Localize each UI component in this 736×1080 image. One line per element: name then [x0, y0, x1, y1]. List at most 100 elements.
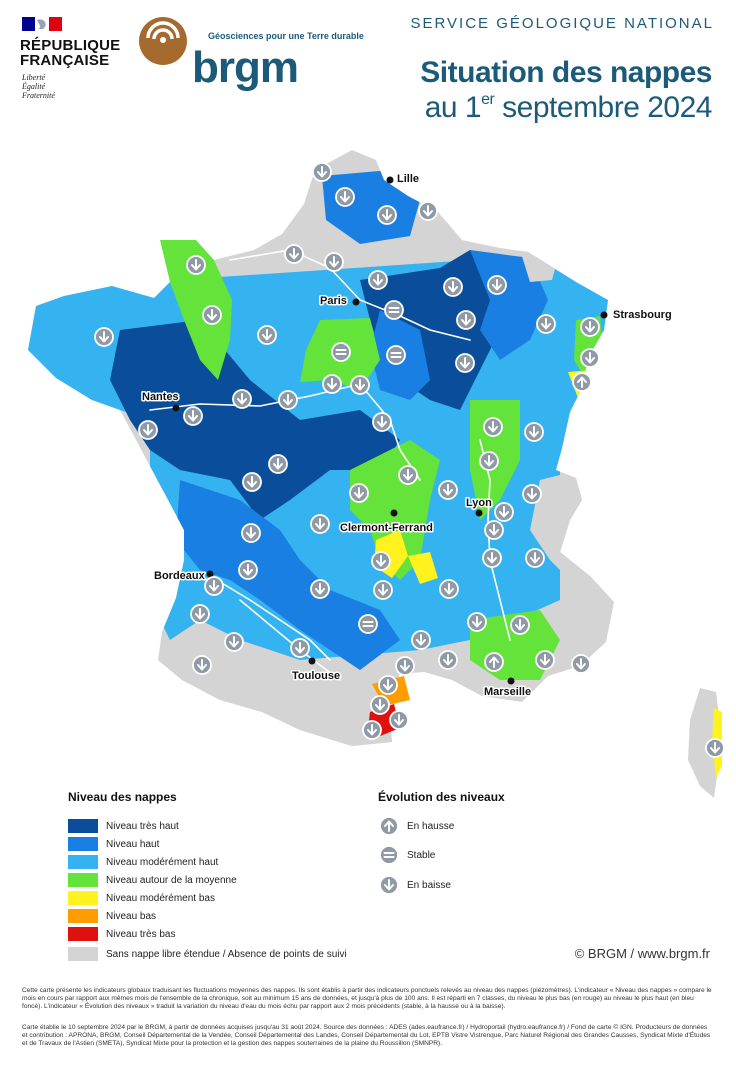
equals-icon [358, 614, 378, 634]
equals-icon [384, 300, 404, 320]
legend-swatch-moderement-haut [68, 855, 98, 869]
down-arrow-icon [312, 162, 332, 182]
subtitle-suffix: septembre 2024 [494, 91, 712, 124]
down-arrow-icon [494, 502, 514, 522]
up-arrow-icon [379, 816, 399, 836]
subtitle-prefix: au 1 [424, 91, 482, 124]
down-arrow-icon [192, 655, 212, 675]
legend-item-moderement-bas: Niveau modérément bas [68, 890, 215, 906]
down-arrow-icon [238, 560, 258, 580]
down-arrow-icon [456, 310, 476, 330]
motto-fraternite: Fraternité [22, 91, 55, 100]
down-arrow-icon [322, 374, 342, 394]
down-arrow-icon [571, 654, 591, 674]
legend-swatch-moderement-bas [68, 891, 98, 905]
down-arrow-icon [310, 514, 330, 534]
down-arrow-icon [522, 484, 542, 504]
down-arrow-icon [378, 675, 398, 695]
service-name: SERVICE GÉOLOGIQUE NATIONAL [410, 15, 714, 32]
city-dots [172, 176, 608, 685]
legend-swatch-tres-haut [68, 819, 98, 833]
republic-name-line2: FRANÇAISE [20, 52, 110, 69]
legend-label-autour-moyenne: Niveau autour de la moyenne [106, 874, 237, 886]
legend-item-bas: Niveau bas [68, 908, 156, 924]
legend-swatch-sans-nappe [68, 947, 98, 961]
down-arrow-icon [418, 201, 438, 221]
motto-liberte: Liberté [22, 73, 46, 82]
up-arrow-icon [484, 652, 504, 672]
down-arrow-icon [183, 406, 203, 426]
down-arrow-icon [439, 579, 459, 599]
legend-item-baisse: En baisse [378, 873, 451, 897]
down-arrow-icon [467, 612, 487, 632]
subtitle-sup: er [481, 91, 495, 108]
footnote-sources: Carte établie le 10 septembre 2024 par l… [22, 1024, 711, 1048]
legend-label-haut: Niveau haut [106, 838, 160, 850]
down-arrow-icon [362, 720, 382, 740]
legend-label-stable: Stable [407, 849, 436, 861]
down-arrow-icon [232, 389, 252, 409]
equals-icon [379, 845, 399, 865]
republic-name-line1: RÉPUBLIQUE [20, 37, 121, 54]
down-arrow-icon [389, 710, 409, 730]
legend-label-baisse: En baisse [407, 879, 451, 891]
down-arrow-icon [536, 314, 556, 334]
down-arrow-icon [370, 695, 390, 715]
legend-item-hausse: En hausse [378, 814, 454, 838]
down-arrow-icon [535, 650, 555, 670]
down-arrow-icon [438, 480, 458, 500]
legend-swatch-tres-bas [68, 927, 98, 941]
down-arrow-icon [284, 244, 304, 264]
city-label-marseille: Marseille [484, 686, 531, 698]
legend-swatch-autour-moyenne [68, 873, 98, 887]
republic-name: RÉPUBLIQUE FRANÇAISE [20, 38, 120, 68]
down-arrow-icon [525, 548, 545, 568]
down-arrow-icon [202, 305, 222, 325]
equals-icon [331, 342, 351, 362]
brgm-tagline: Géosciences pour une Terre durable [208, 31, 364, 41]
down-arrow-icon [379, 875, 399, 895]
republic-motto: Liberté Égalité Fraternité [22, 73, 55, 100]
legend-item-haut: Niveau haut [68, 836, 159, 852]
zone-tres-haut-west [110, 320, 400, 520]
down-arrow-icon [373, 580, 393, 600]
down-arrow-icon [138, 420, 158, 440]
down-arrow-icon [368, 270, 388, 290]
down-arrow-icon [186, 255, 206, 275]
legend-label-bas: Niveau bas [106, 910, 157, 922]
legend-label-sans-nappe: Sans nappe libre étendue / Absence de po… [106, 948, 347, 960]
city-label-paris: Paris [320, 295, 347, 307]
down-arrow-icon [310, 579, 330, 599]
marianne-logo [22, 17, 62, 31]
city-dot-paris [352, 298, 360, 306]
zone-moderement-bas-causses [408, 552, 438, 584]
down-arrow-icon [350, 375, 370, 395]
down-arrow-icon [94, 327, 114, 347]
down-arrow-icon [438, 650, 458, 670]
zone-haut-southwest [176, 480, 400, 670]
corsica-outline [688, 688, 722, 798]
down-arrow-icon [335, 187, 355, 207]
down-arrow-icon [371, 551, 391, 571]
brgm-logo-icon [139, 17, 187, 65]
page-title: Situation des nappes [420, 56, 712, 89]
brgm-wordmark: brgm [192, 43, 299, 92]
legend-label-tres-haut: Niveau très haut [106, 820, 179, 832]
down-arrow-icon [290, 638, 310, 658]
zone-haut-east [470, 250, 548, 360]
down-arrow-icon [241, 523, 261, 543]
down-arrow-icon [580, 348, 600, 368]
down-arrow-icon [324, 252, 344, 272]
city-label-nantes: Nantes [142, 391, 179, 403]
legend-label-tres-bas: Niveau très bas [106, 928, 176, 940]
city-label-lille: Lille [397, 173, 419, 185]
up-arrow-icon [572, 372, 592, 392]
legend-item-moderement-haut: Niveau modérément haut [68, 854, 218, 870]
down-arrow-icon [487, 275, 507, 295]
legend-niveau-title: Niveau des nappes [68, 790, 177, 804]
city-dot-nantes [172, 404, 180, 412]
down-arrow-icon [455, 353, 475, 373]
city-dot-toulouse [308, 657, 316, 665]
city-label-clermont-ferrand: Clermont-Ferrand [340, 522, 433, 534]
equals-icon [386, 345, 406, 365]
